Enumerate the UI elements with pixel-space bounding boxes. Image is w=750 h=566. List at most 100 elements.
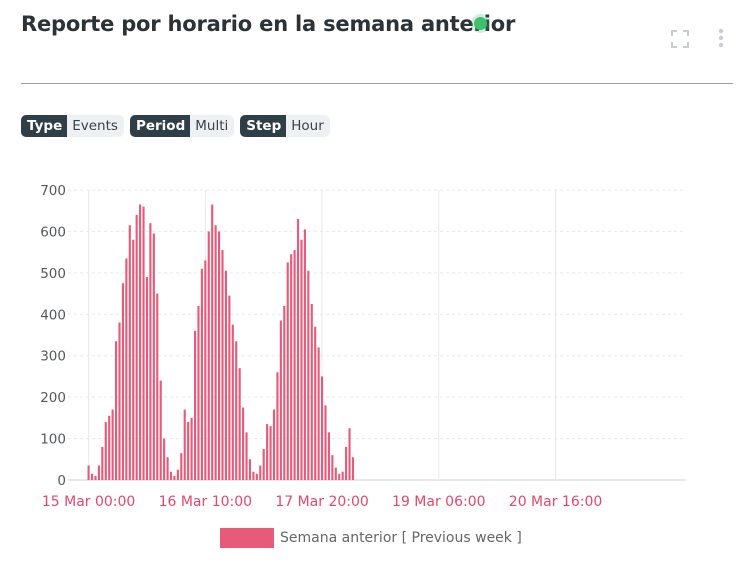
bar[interactable] <box>145 277 149 480</box>
bar[interactable] <box>87 465 90 481</box>
bar[interactable] <box>149 223 152 480</box>
bar[interactable] <box>200 268 203 480</box>
tag-period[interactable]: Period Multi <box>129 115 235 137</box>
bar[interactable] <box>235 341 238 480</box>
bar[interactable] <box>255 473 258 480</box>
bar[interactable] <box>286 262 289 481</box>
bar[interactable] <box>242 407 245 481</box>
bar[interactable] <box>204 260 207 480</box>
bar[interactable] <box>190 417 193 480</box>
bar[interactable] <box>94 475 97 480</box>
bar[interactable] <box>156 293 159 480</box>
bar[interactable] <box>296 219 300 480</box>
bar[interactable] <box>303 229 306 480</box>
header-divider <box>21 83 733 84</box>
bar[interactable] <box>193 330 197 480</box>
legend-label: Semana anterior [ Previous week ] <box>280 530 522 546</box>
bar[interactable] <box>125 258 128 480</box>
tag-step[interactable]: Step Hour <box>240 115 330 137</box>
bar[interactable] <box>159 380 162 480</box>
bar[interactable] <box>121 283 124 480</box>
y-tick-label: 0 <box>57 473 66 489</box>
bar[interactable] <box>180 453 183 480</box>
more-vertical-icon[interactable] <box>716 28 726 50</box>
bar[interactable] <box>245 432 248 480</box>
legend-item[interactable]: Semana anterior [ Previous week ] <box>220 528 522 548</box>
bar[interactable] <box>207 231 210 480</box>
bar[interactable] <box>132 239 135 480</box>
bar[interactable] <box>348 428 351 480</box>
page-title: Reporte por horario en la semana anterio… <box>21 12 516 36</box>
bar[interactable] <box>262 448 265 480</box>
bar[interactable] <box>169 471 173 480</box>
tag-step-key: Step <box>240 115 287 137</box>
x-tick-label: 15 Mar 00:00 <box>42 494 135 510</box>
bar[interactable] <box>187 422 190 480</box>
expand-icon[interactable] <box>671 30 689 48</box>
bar[interactable] <box>290 254 293 480</box>
bar[interactable] <box>90 473 94 480</box>
bar[interactable] <box>293 250 296 480</box>
bar[interactable] <box>279 320 282 481</box>
bar[interactable] <box>152 233 155 481</box>
bar[interactable] <box>327 432 330 480</box>
bar[interactable] <box>183 409 186 480</box>
bar[interactable] <box>269 426 272 480</box>
bar[interactable] <box>221 250 224 480</box>
tag-type[interactable]: Type Events <box>21 115 124 137</box>
bar[interactable] <box>101 446 104 480</box>
bar[interactable] <box>224 270 227 480</box>
bar[interactable] <box>231 324 234 480</box>
bar[interactable] <box>173 475 176 480</box>
bar[interactable] <box>324 405 327 480</box>
bar[interactable] <box>214 225 217 480</box>
bar[interactable] <box>139 204 142 481</box>
bar[interactable] <box>345 446 348 480</box>
bar[interactable] <box>176 469 179 480</box>
bar[interactable] <box>300 239 303 480</box>
tag-type-value: Events <box>67 115 124 137</box>
bar[interactable] <box>197 306 200 480</box>
bar[interactable] <box>331 455 334 480</box>
bar[interactable] <box>317 347 320 480</box>
y-tick-label: 400 <box>40 307 66 323</box>
bar[interactable] <box>351 457 355 480</box>
bar[interactable] <box>97 465 100 481</box>
bar[interactable] <box>314 326 317 480</box>
bar-chart: 0 100 200 300 400 500 600 700 15 Mar 00:00 16 Mar… <box>40 183 686 510</box>
status-indicator <box>474 17 487 30</box>
y-tick-label: 100 <box>40 432 66 448</box>
bar[interactable] <box>118 322 121 480</box>
bar[interactable] <box>108 415 111 480</box>
bar[interactable] <box>111 409 114 480</box>
bar[interactable] <box>135 214 138 480</box>
bar[interactable] <box>128 225 131 480</box>
bar[interactable] <box>163 438 166 480</box>
bar[interactable] <box>259 465 262 481</box>
bar[interactable] <box>115 341 118 480</box>
bar[interactable] <box>238 368 241 480</box>
bar[interactable] <box>218 231 221 480</box>
tag-type-key: Type <box>21 115 68 137</box>
legend-swatch <box>220 528 274 548</box>
bar[interactable] <box>307 270 310 480</box>
bar[interactable] <box>248 459 252 480</box>
tag-step-value: Hour <box>286 115 330 137</box>
bar[interactable] <box>310 303 313 480</box>
x-tick-label: 19 Mar 06:00 <box>392 494 485 510</box>
bar[interactable] <box>142 206 145 481</box>
bar[interactable] <box>321 376 324 480</box>
bar[interactable] <box>283 306 286 480</box>
bar[interactable] <box>341 471 344 480</box>
bar[interactable] <box>334 467 337 480</box>
bar[interactable] <box>266 424 269 480</box>
bar[interactable] <box>104 422 107 480</box>
bar[interactable] <box>276 372 279 480</box>
bar[interactable] <box>211 204 214 481</box>
bar[interactable] <box>166 457 169 480</box>
bar[interactable] <box>272 409 276 480</box>
bar[interactable] <box>228 295 231 480</box>
bar[interactable] <box>252 471 255 480</box>
bar[interactable] <box>338 473 341 480</box>
x-tick-label: 17 Mar 20:00 <box>275 494 368 510</box>
